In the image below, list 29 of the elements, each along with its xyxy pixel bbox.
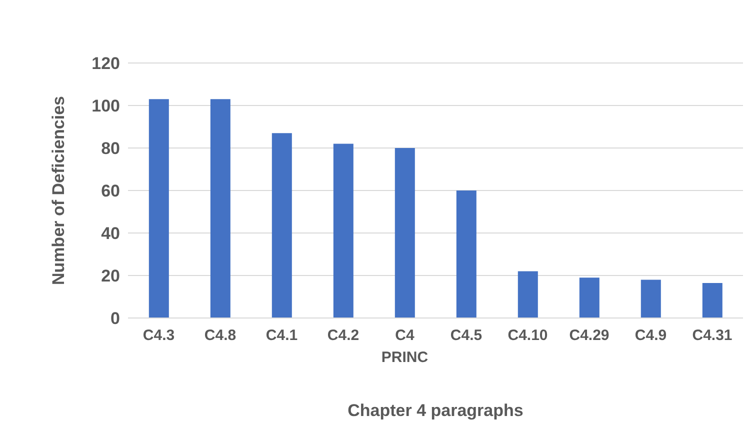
x-tick-label: C4.10 (508, 327, 548, 344)
bar (272, 133, 292, 318)
y-tick-label: 120 (92, 54, 120, 74)
bar (579, 278, 600, 318)
x-tick-label: C4 PRINC (381, 327, 428, 366)
bar (702, 282, 722, 318)
bar (518, 271, 538, 318)
x-tick-label: C4.8 (204, 327, 236, 344)
y-tick-label: 80 (101, 139, 120, 158)
y-axis-title: Number of Deficiencies (49, 96, 68, 285)
x-tick-label: C4.1 (266, 327, 298, 344)
bar (210, 99, 230, 318)
bar (640, 280, 661, 318)
x-tick-label: C4.5 (450, 327, 482, 344)
x-tick-label: C4.9 (634, 327, 667, 344)
x-tick-label: C4.2 (327, 327, 360, 344)
y-tick-label: 0 (110, 309, 120, 328)
x-tick-label: C4.29 (569, 327, 610, 344)
bar (333, 144, 354, 318)
x-axis-title: Chapter 4 paragraphs (348, 401, 524, 420)
y-tick-label: 60 (101, 182, 120, 201)
x-tick-label: C4.3 (142, 327, 175, 344)
bar (394, 148, 415, 318)
x-tick-label: C4.31 (692, 327, 732, 344)
bar (456, 190, 476, 318)
y-tick-label: 100 (92, 96, 120, 116)
bar (148, 99, 169, 318)
y-tick-label: 40 (101, 224, 120, 244)
y-tick-label: 20 (101, 266, 120, 286)
